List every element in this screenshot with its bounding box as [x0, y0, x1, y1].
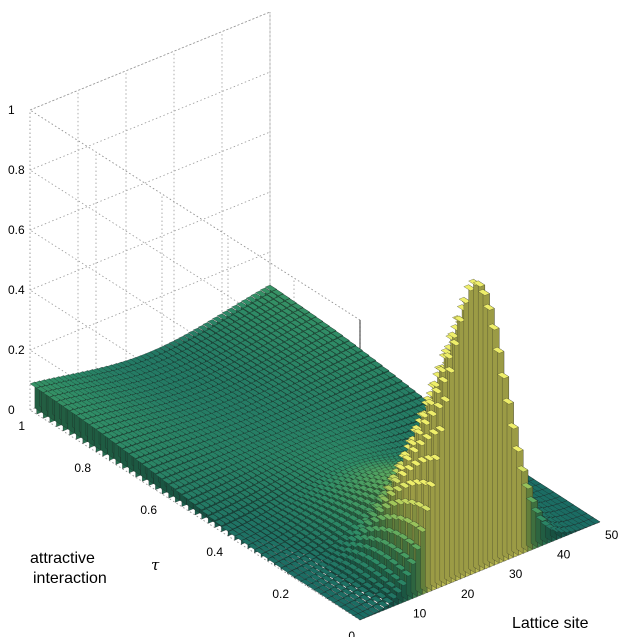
bar-face: [297, 307, 310, 315]
bar-face: [291, 303, 304, 310]
bars-layer: [29, 278, 601, 621]
bar-face: [278, 293, 291, 301]
grid-line: [29, 71, 271, 171]
wall-edge: [29, 11, 361, 321]
grid-line: [29, 409, 361, 621]
grid-line: [29, 131, 271, 231]
bar-face: [271, 289, 284, 296]
bar-face: [284, 298, 297, 305]
grid-line: [29, 11, 271, 111]
grid-line: [29, 251, 271, 351]
grid-line: [29, 191, 271, 291]
bar-face: [264, 284, 277, 292]
